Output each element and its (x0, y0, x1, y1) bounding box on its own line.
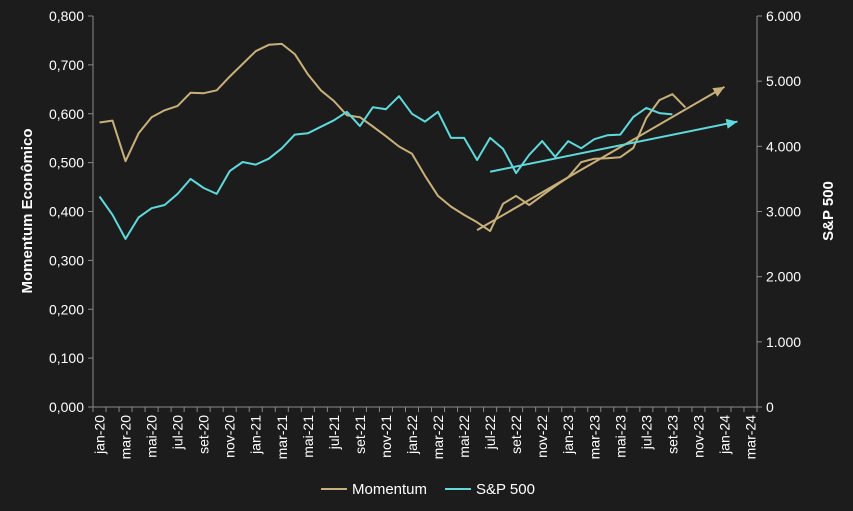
x-tick-label: jul-22 (482, 415, 498, 450)
y-right-tick-label: 0 (766, 399, 774, 415)
y-right-tick-label: 1.000 (766, 334, 801, 350)
axes (92, 16, 758, 408)
y-left-tick-label: 0,200 (49, 301, 84, 317)
y-axis-left-title: Momentum Econômico (19, 128, 36, 293)
x-axis-ticks: jan-20 mar-20 mai-20 jul-20 set-20 nov-20 jan-… (92, 407, 758, 460)
x-tick-label: mai-23 (612, 415, 628, 458)
y-left-tick-label: 0,100 (49, 350, 84, 366)
x-tick-label: nov-20 (222, 415, 238, 458)
x-tick-label: jul-23 (638, 415, 654, 450)
y-left-tick-label: 0,400 (49, 204, 84, 220)
y-right-tick-label: 3.000 (766, 204, 801, 220)
trend-lines (476, 86, 738, 231)
y-right-tick-label: 5.000 (766, 73, 801, 89)
x-tick-label: jan-22 (404, 415, 420, 455)
x-tick-label: nov-21 (378, 415, 394, 458)
x-tick-label: jul-20 (170, 415, 186, 450)
left-axis-ticks: 0,000 0,100 0,200 0,300 0,400 0,500 0,600 0,700… (49, 8, 93, 415)
x-tick-label: mai-22 (456, 415, 472, 458)
x-tick-label: jan-24 (716, 415, 732, 455)
y-right-tick-label: 2.000 (766, 269, 801, 285)
y-left-tick-label: 0,300 (49, 252, 84, 268)
legend: Momentum S&P 500 (321, 481, 535, 498)
legend-label-sp500: S&P 500 (476, 481, 535, 498)
x-tick-label: mar-20 (118, 415, 134, 460)
series-line-sp500 (98, 95, 673, 240)
x-tick-label: mar-22 (430, 415, 446, 460)
x-tick-label: nov-23 (690, 415, 706, 458)
x-tick-label: set-22 (508, 415, 524, 454)
x-tick-label: jul-21 (326, 415, 342, 450)
y-right-tick-label: 6.000 (766, 8, 801, 24)
series-line-momentum (99, 42, 687, 233)
trend-arrowhead-sp500 (725, 118, 738, 129)
x-tick-label: jan-21 (248, 415, 264, 455)
x-tick-label: mar-23 (586, 415, 602, 460)
y-left-tick-label: 0,700 (49, 57, 84, 73)
x-tick-label: mar-24 (742, 415, 758, 460)
y-left-tick-label: 0,600 (49, 106, 84, 122)
x-tick-label: set-23 (664, 415, 680, 454)
x-tick-label: jan-20 (92, 415, 108, 455)
trend-line-sp500 (489, 120, 738, 173)
x-tick-label: set-21 (352, 415, 368, 454)
y-axis-right-title: S&P 500 (820, 181, 837, 241)
x-tick-label: set-20 (196, 415, 212, 454)
x-tick-label: mar-21 (274, 415, 290, 460)
legend-label-momentum: Momentum (352, 481, 427, 498)
y-right-tick-label: 4.000 (766, 138, 801, 154)
y-left-tick-label: 0,500 (49, 155, 84, 171)
y-left-tick-label: 0,800 (49, 8, 84, 24)
x-tick-label: nov-22 (534, 415, 550, 458)
x-tick-label: jan-23 (560, 415, 576, 455)
x-tick-label: mai-20 (144, 415, 160, 458)
x-tick-label: mai-21 (300, 415, 316, 458)
y-left-tick-label: 0,000 (49, 399, 84, 415)
trend-line-momentum (476, 86, 725, 231)
series-lines (98, 42, 687, 240)
trend-arrowhead-momentum (712, 86, 725, 97)
right-axis-ticks: 0 1.000 2.000 3.000 4.000 5.000 6.000 (757, 8, 801, 415)
